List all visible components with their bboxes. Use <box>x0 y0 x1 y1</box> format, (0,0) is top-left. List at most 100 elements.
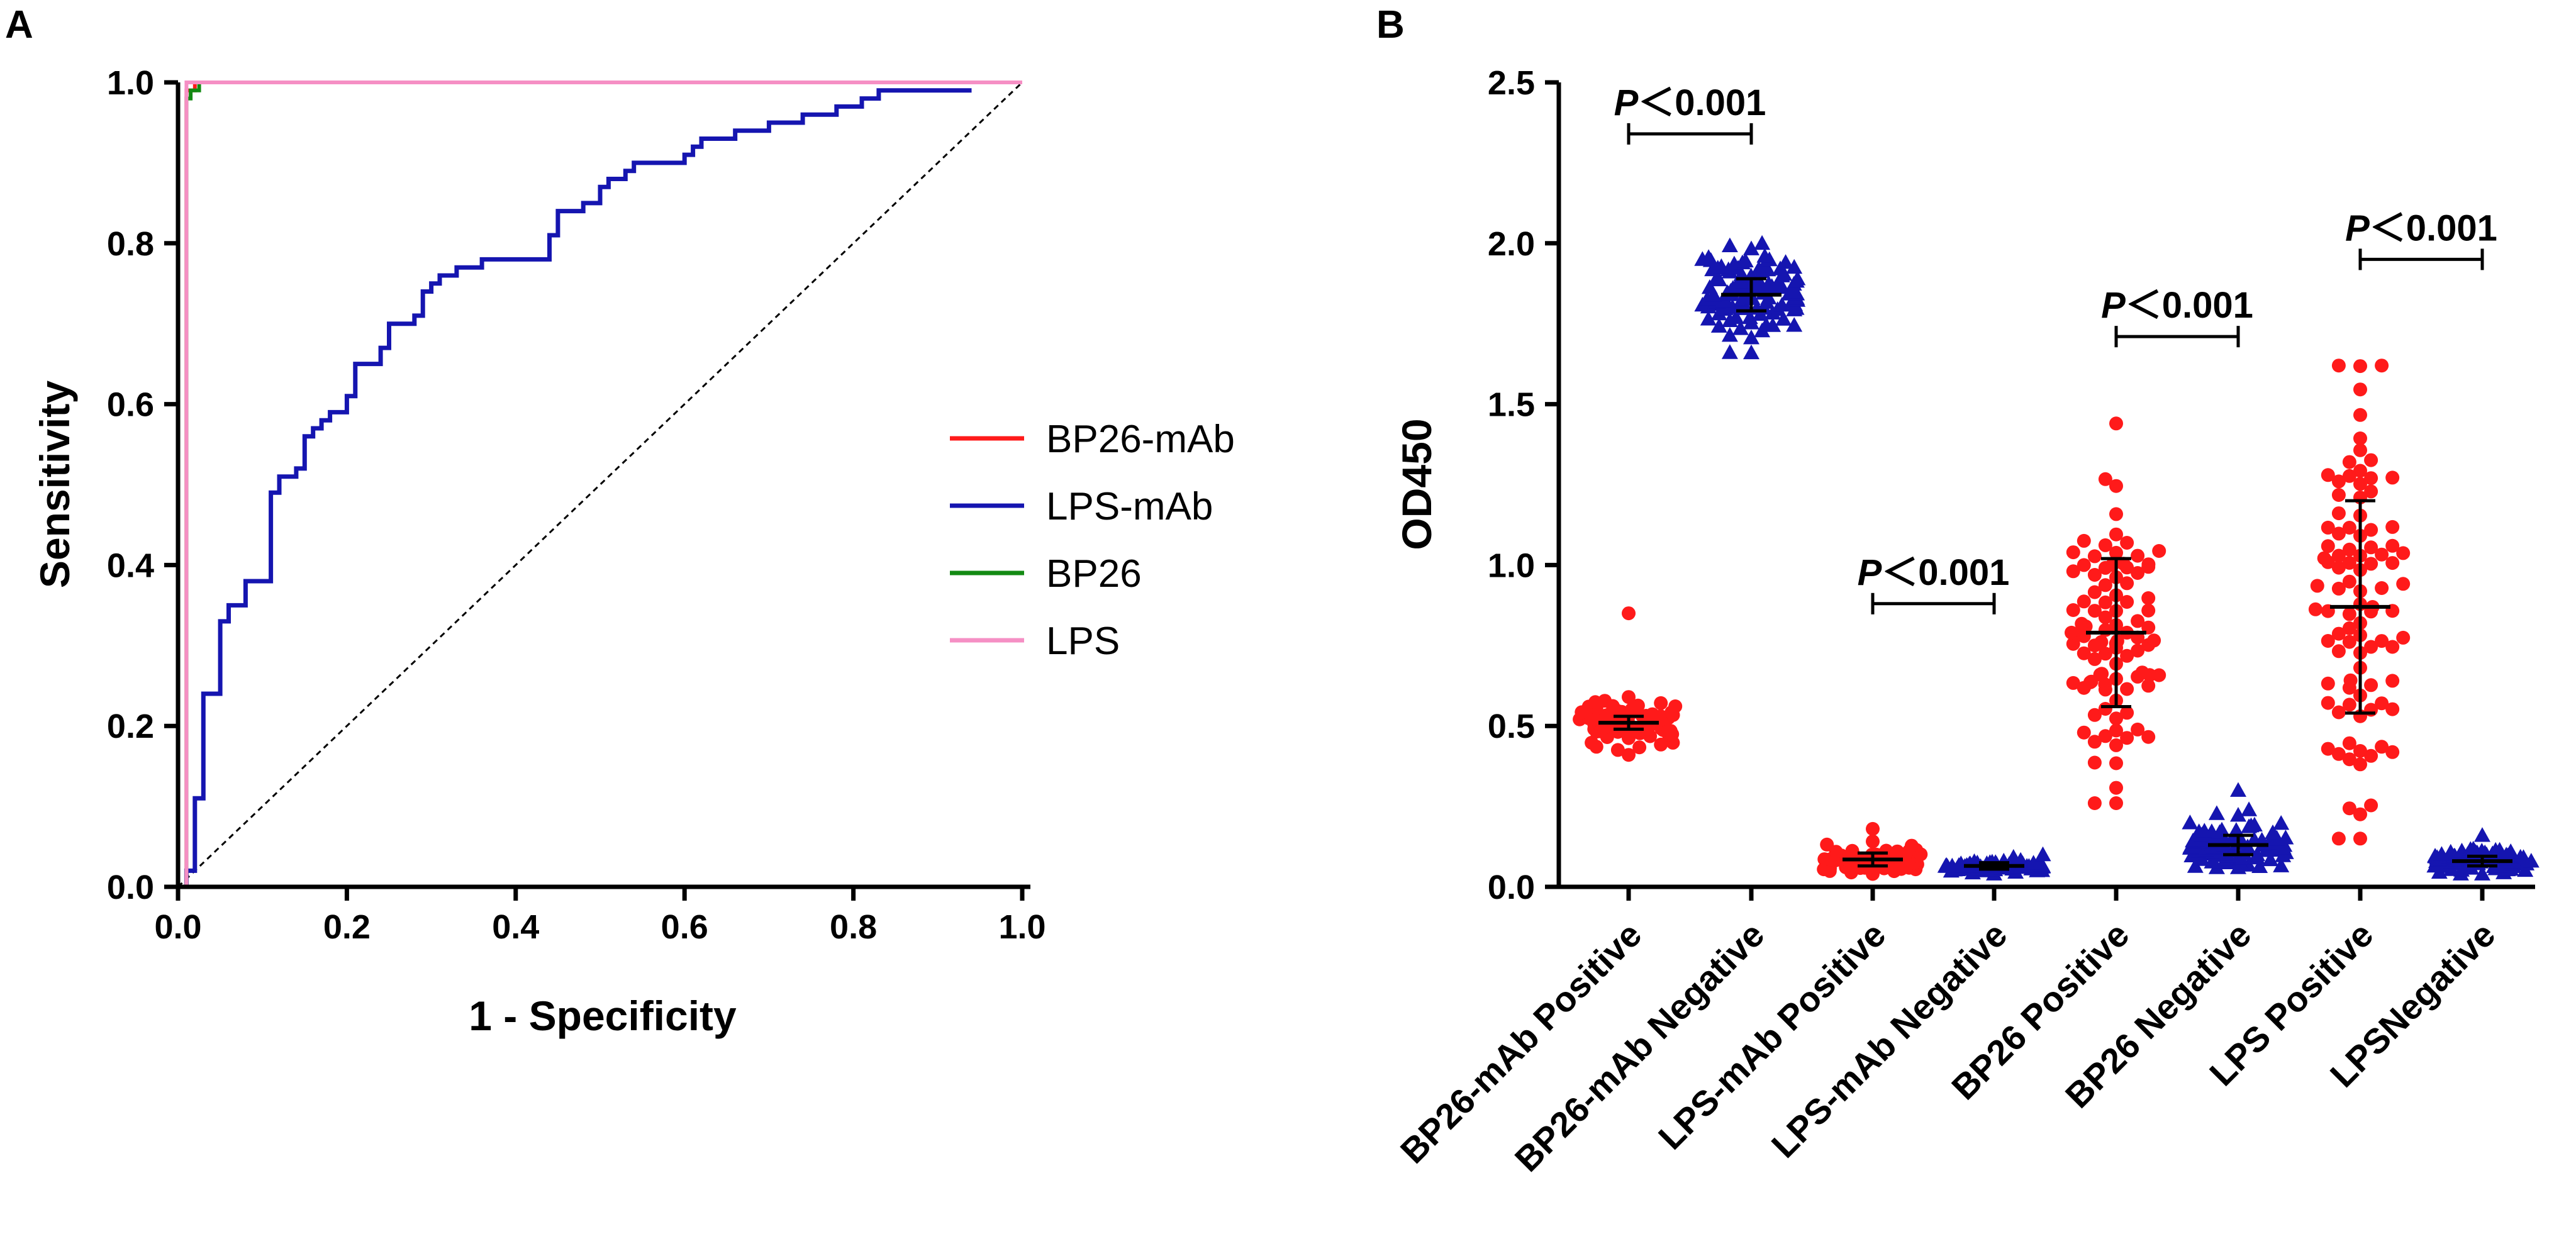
category-label-lps-mab-negative: LPS-mAb Negative <box>1764 915 2015 1165</box>
point-lps-positive <box>2321 468 2335 482</box>
point-bp26-positive <box>2087 708 2102 722</box>
point-lps-positive <box>2375 547 2389 562</box>
point-lpsnegative <box>2442 843 2459 859</box>
point-bp26-mab-negative <box>1786 317 1803 332</box>
point-lps-positive <box>2342 607 2356 621</box>
roc-ticks: 0.0 0.2 0.4 0.6 0.8 1.0 0.0 0.2 0.4 0.6 0.8 1.0 <box>107 64 1046 946</box>
point-bp26-negative <box>2214 821 2230 837</box>
point-lps-positive <box>2353 464 2367 478</box>
point-lps-positive <box>2385 745 2400 759</box>
point-lps-positive <box>2385 674 2400 688</box>
point-bp26-mab-positive <box>1654 737 1668 752</box>
point-bp26-negative <box>2228 822 2244 837</box>
point-bp26-mab-negative <box>1699 290 1716 306</box>
point-bp26-positive <box>2120 576 2134 591</box>
category-label-bp26-mab-positive: BP26-mAb Positive <box>1393 915 1649 1171</box>
point-bp26-negative <box>2230 782 2246 797</box>
p-value-symbol: P <box>2101 285 2126 326</box>
od450-y-tick-label: 2.0 <box>1488 225 1535 263</box>
legend-label-bp26: BP26 <box>1046 552 1142 596</box>
point-bp26-positive <box>2065 625 2078 640</box>
point-bp26-positive <box>2147 633 2161 648</box>
roc-reference-diagonal <box>177 81 1023 888</box>
roc-curve-lps-mab <box>184 88 972 887</box>
point-lps-positive <box>2364 453 2378 467</box>
p-value-symbol: P <box>2345 208 2370 248</box>
point-lps-positive <box>2331 560 2346 575</box>
point-bp26-mab-positive <box>1585 735 1599 750</box>
point-bp26-positive <box>2066 545 2080 560</box>
point-bp26-negative <box>2265 824 2281 840</box>
roc-legend: BP26-mAb LPS-mAb BP26 LPS <box>950 418 1235 663</box>
od450-error-bars <box>1598 277 2512 871</box>
point-lps-positive <box>2396 630 2411 645</box>
point-bp26-positive <box>2087 735 2102 749</box>
roc-x-tick-label: 0.8 <box>830 908 877 946</box>
point-lps-positive <box>2331 474 2346 489</box>
od450-y-tick-label: 0.5 <box>1488 708 1535 745</box>
point-lps-positive <box>2342 469 2356 483</box>
point-lps-positive <box>2308 602 2322 616</box>
point-bp26-mab-negative <box>1700 311 1717 326</box>
point-lps-positive <box>2364 678 2378 692</box>
p-value-threshold: ＜0.001 <box>1638 82 1766 123</box>
point-lpsnegative <box>2474 827 2490 842</box>
point-lps-positive <box>2364 557 2378 571</box>
point-bp26-mab-negative <box>1710 318 1727 333</box>
point-lps-positive <box>2364 640 2378 654</box>
point-lpsnegative <box>2491 842 2508 857</box>
point-bp26-positive <box>2109 796 2123 810</box>
point-bp26-mab-negative <box>1713 258 1730 274</box>
point-bp26-mab-negative <box>1777 254 1794 269</box>
point-lps-positive <box>2321 520 2335 535</box>
roc-x-tick-label: 0.6 <box>661 908 708 946</box>
point-bp26-positive <box>2152 544 2166 558</box>
point-bp26-positive <box>2120 731 2134 745</box>
point-bp26-mab-positive <box>1645 707 1659 721</box>
point-lps-positive <box>2331 644 2346 659</box>
point-bp26-positive <box>2087 585 2102 599</box>
roc-y-tick-label: 0.6 <box>107 386 154 424</box>
point-bp26-negative <box>2230 807 2246 822</box>
point-bp26-positive <box>2098 595 2112 609</box>
roc-y-tick-label: 1.0 <box>107 64 154 102</box>
roc-y-tick-label: 0.8 <box>107 225 154 263</box>
point-lps-positive <box>2375 740 2389 754</box>
point-lps-mab-positive <box>1866 821 1880 836</box>
point-lps-positive <box>2342 542 2356 557</box>
point-bp26-mab-negative <box>1732 320 1749 335</box>
point-bp26-mab-positive <box>1610 743 1625 757</box>
point-lps-positive <box>2364 540 2378 555</box>
roc-x-tick-label: 0.4 <box>492 908 539 946</box>
point-bp26-mab-negative <box>1775 311 1792 326</box>
point-lps-positive <box>2353 408 2367 422</box>
point-lps-positive <box>2353 807 2367 821</box>
od450-y-tick-label: 1.5 <box>1488 386 1535 424</box>
point-lpsnegative <box>2502 843 2519 859</box>
point-lps-positive <box>2385 702 2400 716</box>
point-lps-mab-positive <box>1845 843 1860 858</box>
point-bp26-negative <box>2208 805 2225 820</box>
point-bp26-mab-positive <box>1598 694 1612 708</box>
point-lps-positive <box>2375 696 2389 711</box>
p-value-label: P＜0.001 <box>2345 208 2497 248</box>
point-lps-mab-positive <box>1904 838 1919 853</box>
point-lps-positive <box>2385 640 2400 654</box>
point-bp26-mab-negative <box>1721 237 1738 252</box>
point-bp26-mab-negative <box>1709 269 1726 284</box>
legend-label-bp26-mab: BP26-mAb <box>1046 418 1235 461</box>
p-value-label: P＜0.001 <box>2101 285 2253 326</box>
point-bp26-mab-negative <box>1700 249 1717 264</box>
point-lps-positive <box>2342 801 2356 816</box>
point-bp26-positive <box>2095 667 2109 681</box>
point-lps-mab-negative <box>2034 846 2051 862</box>
point-lps-positive <box>2342 574 2356 589</box>
roc-series-group <box>177 81 1023 888</box>
point-lps-positive <box>2375 581 2389 595</box>
point-bp26-mab-negative <box>1786 259 1803 274</box>
od450-y-axis-title: OD450 <box>1393 418 1440 550</box>
point-bp26-positive <box>2135 665 2149 680</box>
